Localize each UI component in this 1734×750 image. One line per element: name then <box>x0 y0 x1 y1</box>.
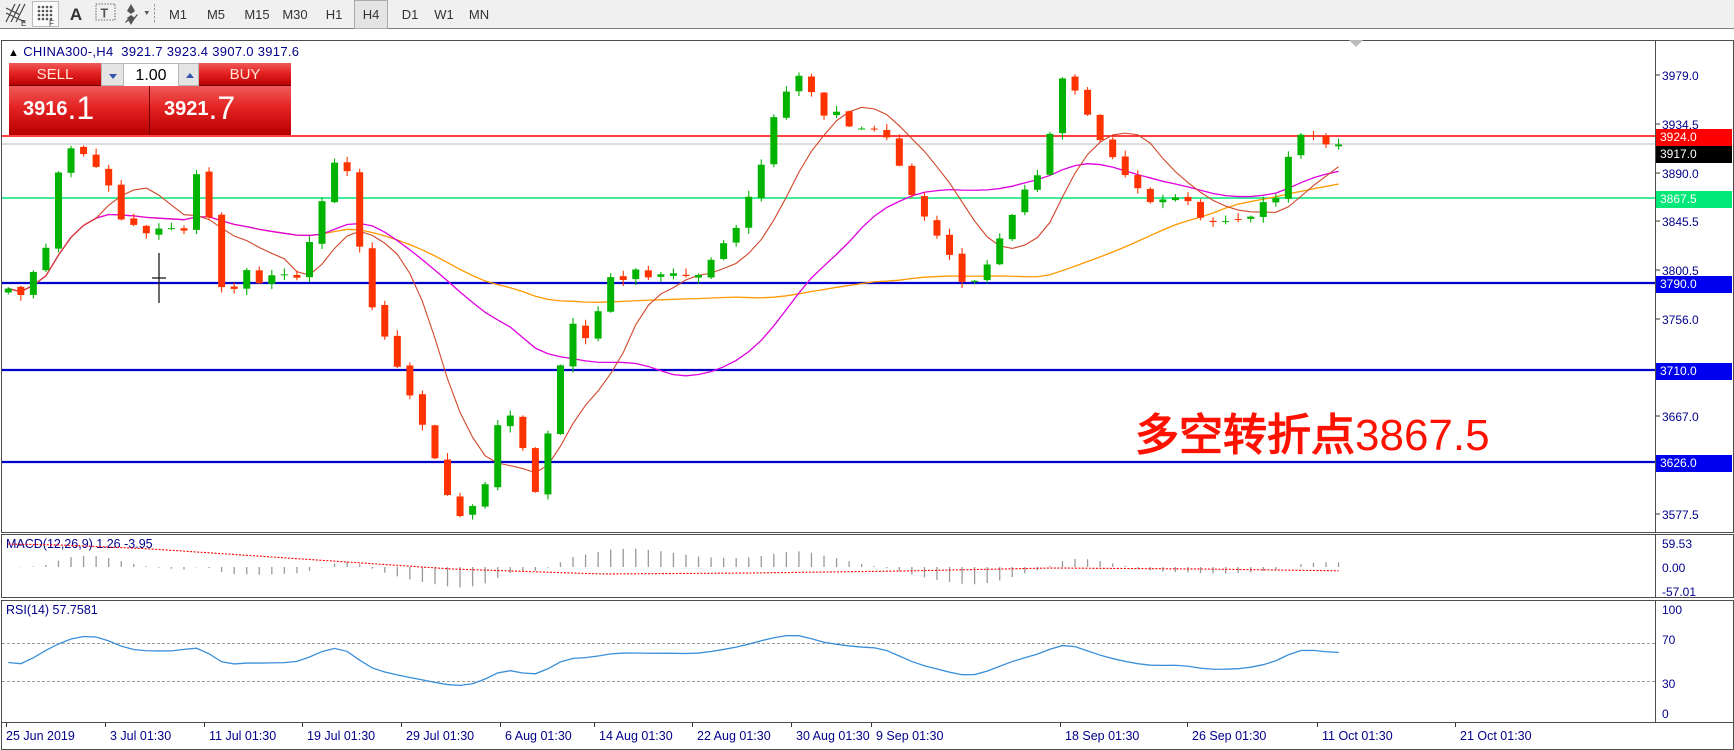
svg-text:T: T <box>101 7 109 21</box>
svg-text:F: F <box>49 19 54 27</box>
svg-text:E: E <box>21 19 26 27</box>
